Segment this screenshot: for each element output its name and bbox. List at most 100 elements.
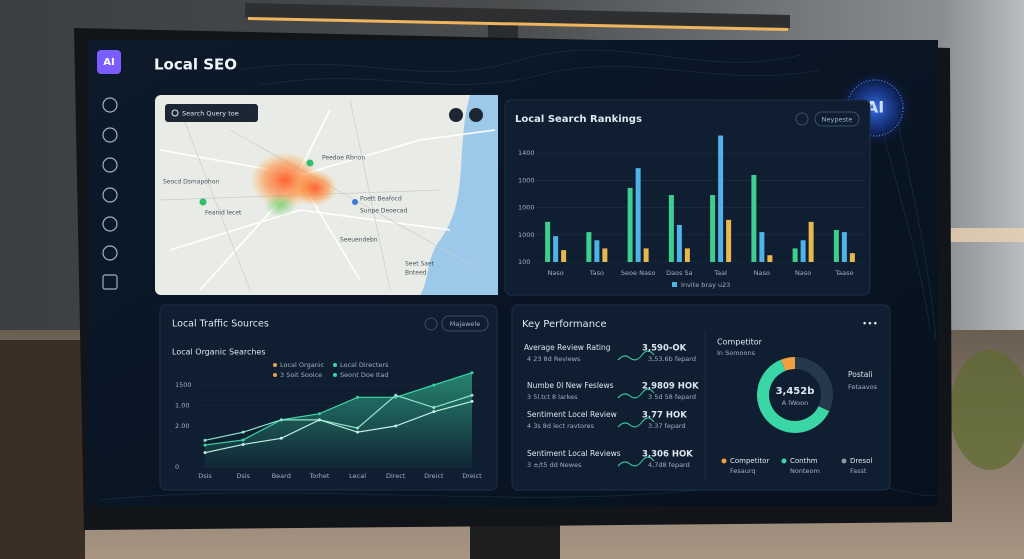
nav-icon[interactable] <box>102 157 118 173</box>
chart-button[interactable] <box>814 111 860 127</box>
point <box>432 406 436 410</box>
metric-delta: 3 5d 58 fepard <box>648 393 696 401</box>
sparkline <box>617 350 655 361</box>
x-tick-label: Dreict <box>462 472 482 480</box>
nav-icon[interactable] <box>102 127 118 143</box>
nav-icon[interactable] <box>102 245 118 261</box>
legend-dot <box>273 373 277 377</box>
bar <box>767 255 773 262</box>
y-tick-label: 1000 <box>518 176 535 184</box>
point <box>470 371 474 375</box>
map-label: Peedoe Rbnon <box>322 155 365 162</box>
bar <box>684 248 690 262</box>
point <box>356 426 360 430</box>
x-tick-label: Taal <box>713 269 727 277</box>
point <box>203 451 207 455</box>
map-pin[interactable] <box>199 198 207 206</box>
map-label: Seet Saet <box>405 261 435 268</box>
metric-label: Numbe 0l New Feslews <box>527 381 614 390</box>
legend-label: Invite bray u23 <box>681 281 730 289</box>
nav-icon[interactable] <box>102 274 118 290</box>
bar <box>602 248 608 262</box>
map-label: Feanid lecet <box>205 210 242 217</box>
point <box>203 443 207 447</box>
bar <box>553 236 559 262</box>
bar <box>676 224 682 262</box>
map-pin[interactable] <box>352 199 358 205</box>
search-text: Search Query toe <box>182 110 239 118</box>
point <box>203 438 207 442</box>
point <box>241 442 245 446</box>
nav-icon[interactable] <box>102 187 118 203</box>
metric-sub: 3 5l.tct 8 larkes <box>527 393 578 401</box>
sparkline <box>617 388 655 399</box>
donut-subtitle: In Somoons <box>717 349 756 357</box>
x-tick-label: Direct <box>386 472 406 480</box>
donut-side-label: Fetaavos <box>848 383 878 391</box>
legend-label: Dresol <box>850 457 872 465</box>
logo-text: AI <box>103 57 114 68</box>
legend-label: Seont Doe Itad <box>340 371 388 379</box>
river <box>420 95 498 295</box>
x-tick-label: Dreict <box>424 472 444 480</box>
panel-menu[interactable]: ••• <box>862 320 878 330</box>
bar <box>635 168 641 262</box>
chart-icon[interactable] <box>424 317 438 331</box>
legend-sublabel: Fesaurq <box>730 467 756 475</box>
bar <box>800 240 806 262</box>
y-tick-label: 1500 <box>175 381 192 389</box>
search-box[interactable] <box>165 104 258 122</box>
bar <box>586 232 592 262</box>
map-pin[interactable] <box>306 159 314 167</box>
chart-button[interactable] <box>441 315 489 332</box>
legend-dot <box>781 458 787 464</box>
point <box>394 424 398 428</box>
bar <box>718 135 724 262</box>
chart-button-label: Neypeste <box>822 116 853 124</box>
legend-dot <box>333 373 337 377</box>
bar <box>841 232 847 262</box>
chart-icon[interactable] <box>795 112 809 126</box>
legend-swatch <box>672 282 677 287</box>
map-button[interactable] <box>449 108 463 122</box>
point <box>470 393 474 397</box>
point <box>317 418 321 422</box>
legend-dot <box>333 363 337 367</box>
area <box>205 372 472 467</box>
heatmap <box>293 170 337 206</box>
map-button[interactable] <box>469 108 483 122</box>
heatmap <box>264 193 296 217</box>
metric-value: 3.77 HOK <box>642 411 687 421</box>
point <box>241 438 245 442</box>
lamp-light <box>248 17 788 31</box>
metric-value: 3,306 HOK <box>642 450 693 460</box>
point <box>317 412 321 416</box>
bar <box>849 253 855 262</box>
x-tick-label: Torhet <box>308 472 330 480</box>
x-tick-label: Dsis <box>236 472 250 480</box>
legend-sublabel: Fasst <box>850 467 867 475</box>
donut-center-label: A lWoon <box>782 399 808 407</box>
metric-label: Sentiment Locel Review <box>527 410 617 419</box>
x-tick-label: Beard <box>272 472 291 480</box>
y-tick-label: 2.00 <box>175 422 189 430</box>
donut-segment <box>794 357 833 412</box>
nav-icon[interactable] <box>102 97 118 113</box>
line <box>204 372 473 446</box>
nav-icon[interactable] <box>102 216 118 232</box>
x-tick-label: Dsis <box>198 472 212 480</box>
app-logo[interactable] <box>97 50 121 74</box>
metric-delta: 3.37 fepard <box>648 422 686 430</box>
legend-label: Local Organic <box>280 361 325 369</box>
legend-sublabel: Nonteom <box>790 467 820 475</box>
map-label: Sunpe Deoecad <box>360 208 407 215</box>
sparkline <box>617 456 655 467</box>
bar <box>792 248 798 262</box>
legend-label: Local Directers <box>340 361 389 369</box>
map-label: Poett Beafocd <box>360 196 402 203</box>
map-label: Bnteed <box>405 270 427 277</box>
x-tick-label: Taso <box>589 269 604 277</box>
bar <box>627 187 633 262</box>
y-tick-label: 0 <box>175 463 179 471</box>
